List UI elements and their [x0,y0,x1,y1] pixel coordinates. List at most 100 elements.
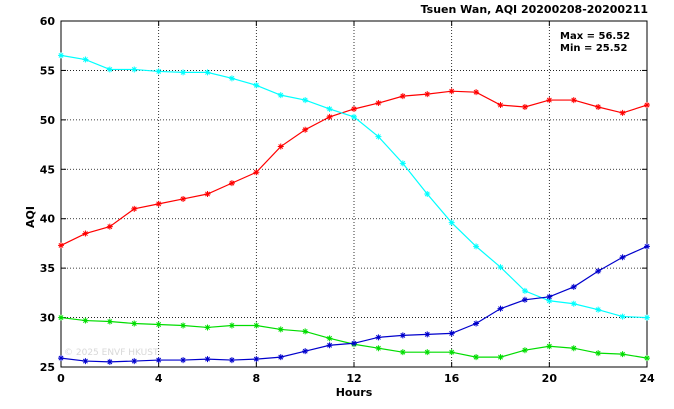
y-tick-label: 25 [40,361,55,374]
data-point [644,355,650,362]
data-point [302,126,309,133]
data-point [58,314,64,321]
data-point [375,100,382,107]
watermark: © 2025 ENVF HKUST [64,348,159,358]
data-point [204,69,211,76]
data-point [277,326,284,333]
data-point [277,143,284,150]
data-point [595,104,602,111]
data-point [424,191,431,197]
data-point [253,82,260,89]
data-point [644,314,650,321]
data-point [277,92,284,99]
data-point [155,68,162,75]
data-point [228,180,235,187]
x-tick-label: 24 [639,372,655,385]
data-point [351,105,357,112]
data-point [375,345,382,352]
data-point [424,349,431,356]
x-tick-label: 8 [253,372,261,385]
data-point [228,75,235,82]
min-stat-label: Min = 25.52 [560,43,628,54]
data-point [204,191,211,197]
data-point [399,93,406,100]
data-point [58,355,64,362]
y-tick-label: 60 [40,15,56,28]
data-point [424,331,431,338]
data-point [58,242,64,249]
data-point [58,52,64,59]
data-point [595,350,602,357]
x-tick-label: 12 [346,372,361,385]
series-layer [58,52,650,365]
data-point [82,358,89,365]
data-point [424,91,431,98]
data-point [619,351,626,358]
data-point [448,330,455,337]
data-point [497,354,504,361]
data-point [619,254,626,261]
data-point [473,320,480,327]
x-tick-label: 20 [542,372,558,385]
data-point [204,356,211,363]
data-point [497,102,504,109]
data-point [326,335,333,342]
max-stat-label: Max = 56.52 [560,31,630,42]
axis-ticks: 25 30 35 40 45 50 55 60 0 4 8 12 16 20 24 [40,15,655,385]
data-point [448,219,455,226]
data-point [131,320,138,327]
data-point [399,349,406,356]
data-point [497,305,504,312]
data-point [228,357,235,364]
data-point [375,334,382,341]
data-point [180,195,187,202]
y-tick-label: 45 [40,163,55,176]
y-tick-label: 50 [40,114,56,127]
data-point [570,283,577,290]
data-point [180,322,187,329]
data-point [619,313,626,320]
data-point [595,268,602,275]
data-point [521,296,528,303]
data-point [131,66,138,73]
data-point [497,264,504,271]
y-tick-label: 55 [40,64,55,77]
data-point [546,97,553,104]
y-tick-label: 30 [40,312,56,325]
data-point [106,223,113,230]
data-point [546,293,553,300]
data-point [180,69,187,76]
x-tick-label: 4 [155,372,163,385]
data-point [521,104,528,111]
data-point [473,354,480,361]
data-point [326,113,333,120]
data-point [204,324,211,331]
data-point [546,343,553,350]
data-point [253,356,260,363]
data-point [253,169,260,176]
series-0 [58,88,650,249]
data-point [570,300,577,307]
data-point [473,243,480,250]
chart-title: Tsuen Wan, AQI 20200208-20200211 [421,3,648,16]
data-point [82,317,89,324]
data-point [180,357,187,364]
data-point [302,328,309,335]
data-point [351,113,357,120]
data-point [155,200,162,207]
x-axis-title: Hours [336,386,373,399]
data-point [253,322,260,329]
data-point [521,347,528,354]
y-tick-label: 40 [40,213,56,226]
data-point [82,230,89,237]
data-point [155,357,162,364]
data-point [570,345,577,352]
data-point [302,348,309,355]
data-point [375,133,382,140]
data-point [399,160,406,167]
x-tick-label: 16 [444,372,460,385]
x-tick-label: 0 [57,372,65,385]
data-point [228,322,235,329]
grid-lines [61,21,647,367]
